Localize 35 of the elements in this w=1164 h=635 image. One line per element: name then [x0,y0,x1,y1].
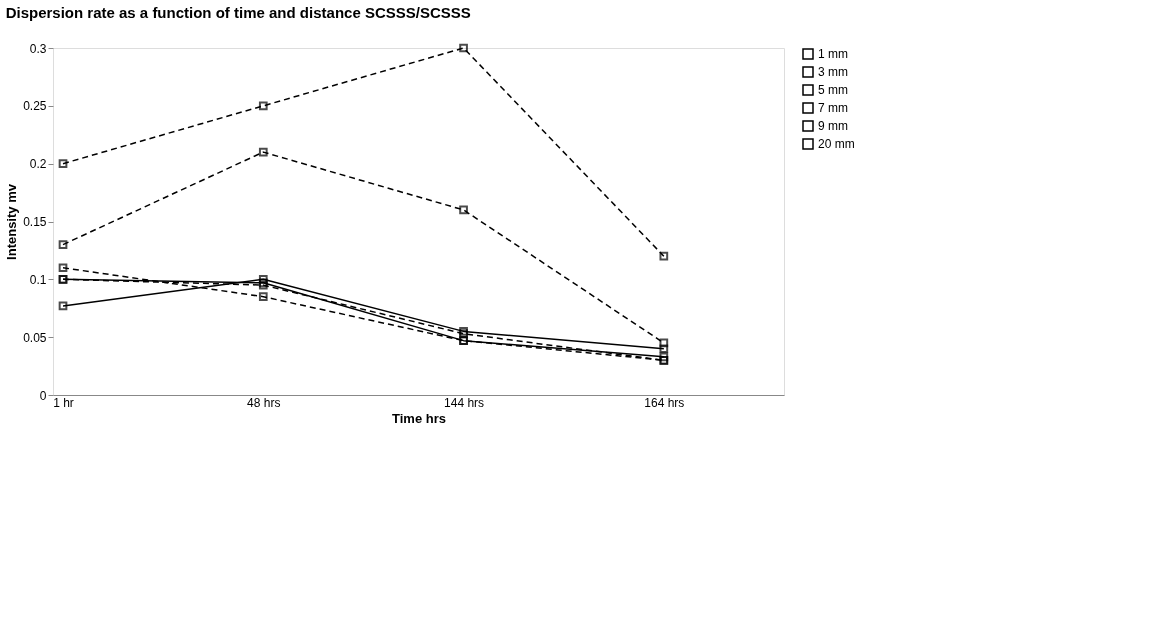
y-tick-label: 0.05 [23,330,47,345]
legend-label: 20 mm [818,137,855,151]
y-tick-label: 0.15 [23,215,47,229]
point [258,274,268,284]
point [659,338,669,348]
chart-title: Dispersion rate as a function of time and distance SCSSS/SCSSS [5,3,471,21]
point [58,301,68,311]
y-tick-label: 0.3 [29,41,47,56]
point [58,240,68,249]
y-tick-label: 0.1 [29,272,47,287]
legend-label: 3 mm [818,65,848,79]
x-tick-label: 48 hrs [247,395,281,410]
x-tick-label: 1 hr [53,395,74,410]
point [459,205,468,215]
point [258,292,268,302]
y-tick-label: 0.25 [23,99,47,114]
x-axis-title: Time hrs [392,410,446,426]
legend-label: 9 mm [818,119,848,133]
legend-label: 7 mm [818,101,848,115]
x-tick-label: 164 hrs [644,395,685,410]
point [258,101,268,111]
legend-label: 5 mm [818,83,848,97]
y-axis-title: Intensity mv [4,183,20,260]
point [459,329,468,339]
point [659,344,669,354]
point [459,43,468,53]
legend-label: 1 mm [818,47,848,61]
x-tick-label: 144 hrs [444,395,485,410]
point [58,263,68,273]
y-tick-label: 0 [39,388,47,403]
point [659,251,669,261]
point [258,147,268,157]
point [459,327,468,336]
y-tick-label: 0.2 [29,157,47,172]
point [58,159,68,169]
